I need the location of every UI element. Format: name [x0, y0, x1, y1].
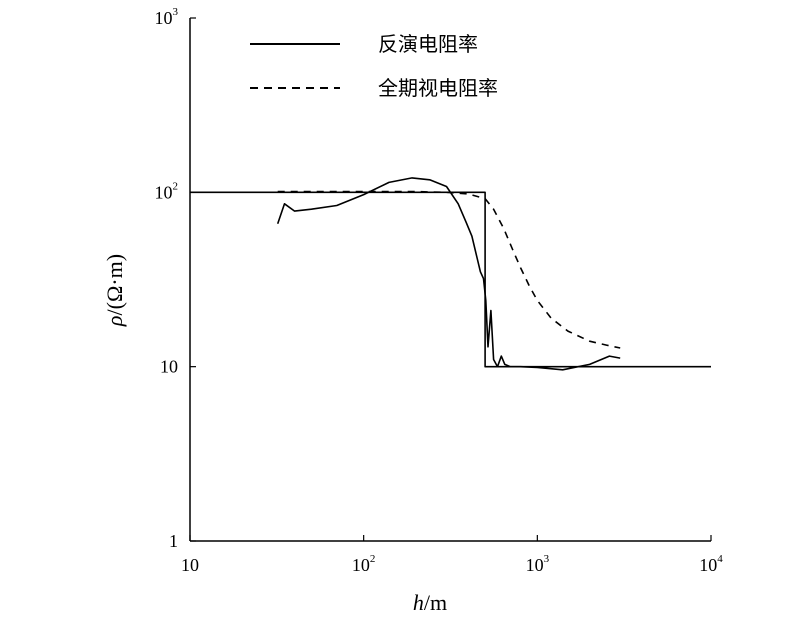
y-tick-label-1: 10 — [160, 357, 178, 377]
y-tick-label-3: 103 — [155, 6, 179, 28]
y-axis-label-var: ρ — [102, 316, 127, 328]
legend-label-apparent: 全期视电阻率 — [378, 76, 498, 100]
series-line-2 — [277, 190, 621, 349]
x-tick-label-1: 102 — [352, 553, 376, 575]
y-axis-label: ρ/(Ω·m) — [102, 254, 127, 327]
x-axis-label-unit: /m — [424, 590, 447, 615]
y-axis-label-unit: /(Ω·m) — [102, 254, 127, 316]
y-tick-label-0: 1 — [169, 531, 178, 551]
x-tick-label-0: 10 — [181, 555, 199, 575]
x-axis-label: h/m — [413, 590, 447, 615]
legend: 反演电阻率 全期视电阻率 — [250, 32, 498, 100]
x-tick-label-3: 104 — [699, 553, 723, 575]
plot-lines — [190, 177, 711, 371]
y-ticks: 1 10 102 103 — [155, 6, 196, 551]
series-line-0 — [190, 191, 711, 368]
x-tick-label-2: 103 — [526, 553, 550, 575]
series-line-1 — [276, 177, 621, 371]
axes — [189, 18, 711, 542]
x-axis-label-var: h — [413, 590, 424, 615]
legend-label-inversion: 反演电阻率 — [378, 32, 478, 56]
y-tick-label-2: 102 — [155, 180, 179, 202]
x-ticks: 10 102 103 104 — [181, 535, 723, 575]
